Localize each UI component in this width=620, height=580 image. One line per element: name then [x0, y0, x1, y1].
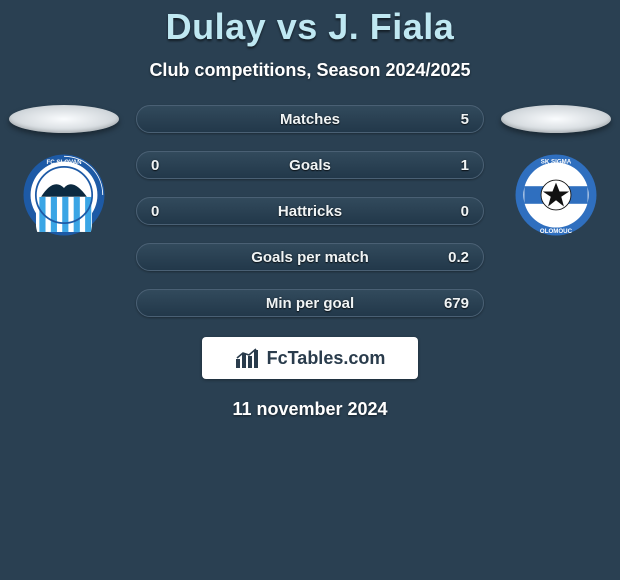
stat-left-val: 0: [151, 203, 191, 220]
badge-left: FC SLOVAN LIBEREC: [16, 151, 112, 239]
watermark-text: FcTables.com: [267, 348, 386, 369]
stat-left-val: 0: [151, 157, 191, 174]
stat-label: Goals: [191, 157, 429, 174]
stat-right-val: 0.2: [429, 249, 469, 266]
bars-icon: [235, 347, 259, 369]
stat-row-goals: 0 Goals 1: [136, 151, 484, 179]
crest-right-text-top: SK SIGMA: [541, 158, 572, 165]
stat-row-mpg: Min per goal 679: [136, 289, 484, 317]
main-row: FC SLOVAN LIBEREC: [0, 105, 620, 317]
stat-label: Min per goal: [191, 295, 429, 312]
stat-label: Goals per match: [191, 249, 429, 266]
comparison-card: Dulay vs J. Fiala Club competitions, Sea…: [0, 0, 620, 580]
page-title: Dulay vs J. Fiala: [0, 6, 620, 48]
stat-row-gpm: Goals per match 0.2: [136, 243, 484, 271]
stat-right-val: 1: [429, 157, 469, 174]
team-col-right: SK SIGMA OLOMOUC: [496, 105, 616, 239]
crest-left-text-top: FC SLOVAN: [46, 159, 82, 166]
stat-right-val: 5: [429, 111, 469, 128]
stat-right-val: 0: [429, 203, 469, 220]
stat-label: Matches: [191, 111, 429, 128]
crest-right-text-bottom: OLOMOUC: [540, 228, 573, 235]
stat-row-matches: Matches 5: [136, 105, 484, 133]
date: 11 november 2024: [0, 399, 620, 420]
slovan-liberec-crest-icon: FC SLOVAN LIBEREC: [16, 151, 112, 239]
stat-row-hattricks: 0 Hattricks 0: [136, 197, 484, 225]
badge-right: SK SIGMA OLOMOUC: [508, 151, 604, 239]
stats-list: Matches 5 0 Goals 1 0 Hattricks 0 Goals …: [136, 105, 484, 317]
sigma-olomouc-crest-icon: SK SIGMA OLOMOUC: [508, 151, 604, 239]
subtitle: Club competitions, Season 2024/2025: [0, 60, 620, 81]
watermark: FcTables.com: [202, 337, 418, 379]
pedestal-left: [9, 105, 119, 133]
stat-right-val: 679: [429, 295, 469, 312]
pedestal-right: [501, 105, 611, 133]
stat-label: Hattricks: [191, 203, 429, 220]
team-col-left: FC SLOVAN LIBEREC: [4, 105, 124, 239]
